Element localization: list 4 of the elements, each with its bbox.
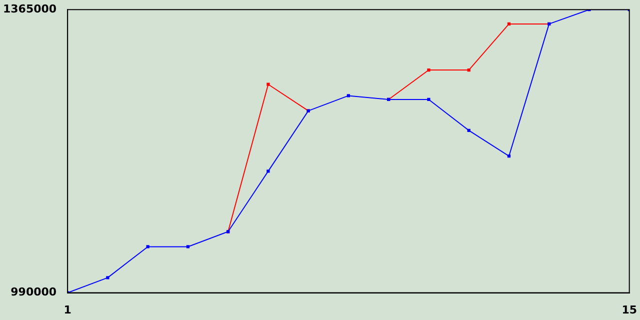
y-tick-label: 1365000 — [3, 2, 57, 16]
x-tick-label: 1 — [64, 303, 72, 316]
x-tick-label: 15 — [622, 303, 637, 316]
y-tick-label: 990000 — [10, 286, 57, 299]
